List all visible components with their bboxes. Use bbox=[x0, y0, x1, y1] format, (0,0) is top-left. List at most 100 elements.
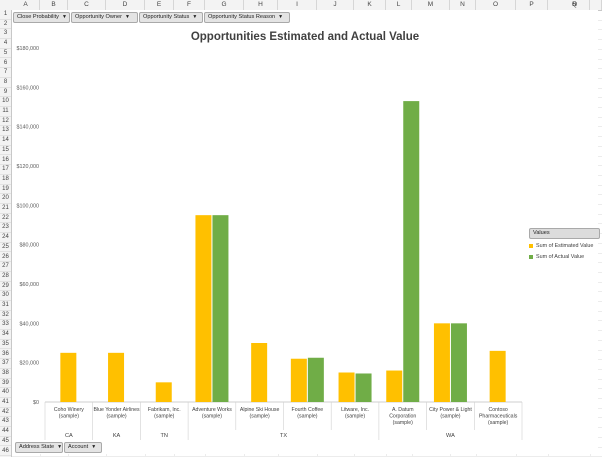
row-header-34[interactable]: 34 bbox=[0, 330, 11, 340]
bar-estimated[interactable] bbox=[433, 323, 450, 402]
dropdown-arrow-icon: ▼ bbox=[61, 14, 67, 20]
row-header-23[interactable]: 23 bbox=[0, 223, 11, 234]
row-header-41[interactable]: 41 bbox=[0, 398, 11, 408]
row-header-27[interactable]: 27 bbox=[0, 262, 11, 272]
row-header-2[interactable]: 2 bbox=[0, 20, 11, 30]
row-header-16[interactable]: 16 bbox=[0, 156, 11, 166]
bar-series bbox=[60, 101, 506, 403]
row-header-7[interactable]: 7 bbox=[0, 68, 11, 78]
row-header-43[interactable]: 43 bbox=[0, 417, 11, 428]
row-header-3[interactable]: 3 bbox=[0, 29, 11, 40]
row-header-46[interactable]: 46 bbox=[0, 447, 11, 457]
filter-opportunity-status-reason[interactable]: Opportunity Status Reason ▼ bbox=[204, 12, 290, 23]
bar-estimated[interactable] bbox=[60, 352, 77, 402]
x-axis: Coho Winery (sample) Blue Yonder Airlines(… bbox=[44, 402, 523, 440]
row-header-12[interactable]: 12 bbox=[0, 117, 11, 127]
row-header-39[interactable]: 39 bbox=[0, 379, 11, 389]
row-header-10[interactable]: 10 bbox=[0, 97, 11, 107]
row-header-25[interactable]: 25 bbox=[0, 243, 11, 253]
column-header-n[interactable]: N bbox=[450, 0, 476, 10]
y-tick-label: $80,000 bbox=[20, 243, 40, 249]
row-header-33[interactable]: 33 bbox=[0, 320, 11, 331]
row-header-44[interactable]: 44 bbox=[0, 427, 11, 437]
row-header-24[interactable]: 24 bbox=[0, 233, 11, 243]
row-header-21[interactable]: 21 bbox=[0, 204, 11, 214]
bar-estimated[interactable] bbox=[489, 350, 506, 402]
column-header-l[interactable]: L bbox=[386, 0, 412, 10]
column-header-m[interactable]: M bbox=[412, 0, 450, 10]
row-header-35[interactable]: 35 bbox=[0, 340, 11, 350]
row-header-15[interactable]: 15 bbox=[0, 146, 11, 156]
axis-filter-account[interactable]: Account ▼ bbox=[64, 442, 102, 453]
bar-estimated[interactable] bbox=[108, 352, 125, 402]
row-header-1[interactable]: 1 bbox=[0, 10, 11, 20]
x-tick-label: Coho Winery (sample) bbox=[54, 407, 84, 420]
column-header-h[interactable]: H bbox=[244, 0, 278, 10]
row-header-14[interactable]: 14 bbox=[0, 136, 11, 146]
y-tick-label: $40,000 bbox=[20, 321, 40, 327]
row-header-5[interactable]: 5 bbox=[0, 49, 11, 59]
row-header-38[interactable]: 38 bbox=[0, 369, 11, 379]
pivot-chart[interactable]: Close Probability ▼ Opportunity Owner ▼ Oppo… bbox=[12, 10, 600, 454]
x-tick-label: Alpine Ski House (sample) bbox=[240, 407, 280, 420]
filter-label: Account bbox=[68, 444, 89, 450]
row-header-9[interactable]: 9 bbox=[0, 88, 11, 98]
y-tick-label: $160,000 bbox=[17, 85, 39, 91]
bar-estimated[interactable] bbox=[338, 372, 355, 403]
row-header-42[interactable]: 42 bbox=[0, 408, 11, 418]
y-tick-label: $100,000 bbox=[17, 203, 39, 209]
row-header-45[interactable]: 45 bbox=[0, 437, 11, 447]
row-header-22[interactable]: 22 bbox=[0, 214, 11, 224]
column-header-j[interactable]: J bbox=[317, 0, 354, 10]
legend-values-button[interactable]: Values bbox=[529, 228, 600, 239]
column-header-p[interactable]: P bbox=[516, 0, 548, 10]
bar-actual[interactable] bbox=[212, 215, 229, 402]
row-header-32[interactable]: 32 bbox=[0, 311, 11, 321]
row-header-8[interactable]: 8 bbox=[0, 78, 11, 88]
axis-filter-address-state[interactable]: Address State ▼ bbox=[15, 442, 63, 453]
row-header-11[interactable]: 11 bbox=[0, 107, 11, 117]
row-header-26[interactable]: 26 bbox=[0, 253, 11, 263]
column-header-b[interactable]: B bbox=[40, 0, 68, 10]
bar-estimated[interactable] bbox=[195, 215, 212, 402]
row-header-20[interactable]: 20 bbox=[0, 194, 11, 204]
filter-close-probability[interactable]: Close Probability ▼ bbox=[13, 12, 70, 23]
row-header-40[interactable]: 40 bbox=[0, 388, 11, 398]
bar-estimated[interactable] bbox=[386, 370, 403, 402]
column-header-a[interactable]: A bbox=[12, 0, 40, 10]
column-header-k[interactable]: K bbox=[354, 0, 386, 10]
column-header-f[interactable]: F bbox=[174, 0, 205, 10]
filter-label: Opportunity Status bbox=[143, 14, 190, 20]
row-header-37[interactable]: 37 bbox=[0, 359, 11, 369]
row-header-36[interactable]: 36 bbox=[0, 350, 11, 360]
row-header-31[interactable]: 31 bbox=[0, 301, 11, 311]
row-header-4[interactable]: 4 bbox=[0, 39, 11, 49]
row-header-19[interactable]: 19 bbox=[0, 185, 11, 195]
row-header-18[interactable]: 18 bbox=[0, 175, 11, 185]
row-header-13[interactable]: 13 bbox=[0, 126, 11, 137]
bar-actual[interactable] bbox=[307, 357, 324, 402]
column-header-e[interactable]: E bbox=[145, 0, 174, 10]
filter-opportunity-status[interactable]: Opportunity Status ▼ bbox=[139, 12, 203, 23]
bar-estimated[interactable] bbox=[155, 382, 172, 402]
row-header-17[interactable]: 17 bbox=[0, 165, 11, 175]
row-header-30[interactable]: 30 bbox=[0, 291, 11, 301]
column-header-s[interactable]: S bbox=[560, 0, 590, 10]
filter-opportunity-owner[interactable]: Opportunity Owner ▼ bbox=[71, 12, 138, 23]
row-header-28[interactable]: 28 bbox=[0, 272, 11, 282]
column-header-d[interactable]: D bbox=[106, 0, 145, 10]
column-header-g[interactable]: G bbox=[205, 0, 244, 10]
column-header-o[interactable]: O bbox=[476, 0, 516, 10]
row-header-29[interactable]: 29 bbox=[0, 282, 11, 292]
legend-item: Sum of Estimated Value bbox=[529, 243, 599, 250]
column-header-i[interactable]: I bbox=[278, 0, 317, 10]
bar-actual[interactable] bbox=[450, 323, 467, 402]
bar-estimated[interactable] bbox=[290, 358, 307, 402]
column-header-c[interactable]: C bbox=[68, 0, 106, 10]
bar-actual[interactable] bbox=[403, 101, 420, 402]
bar-estimated[interactable] bbox=[251, 343, 268, 402]
bar-actual[interactable] bbox=[355, 373, 372, 402]
y-tick-label: $180,000 bbox=[17, 46, 39, 52]
row-header-6[interactable]: 6 bbox=[0, 59, 11, 69]
y-tick-label: $120,000 bbox=[17, 164, 39, 170]
